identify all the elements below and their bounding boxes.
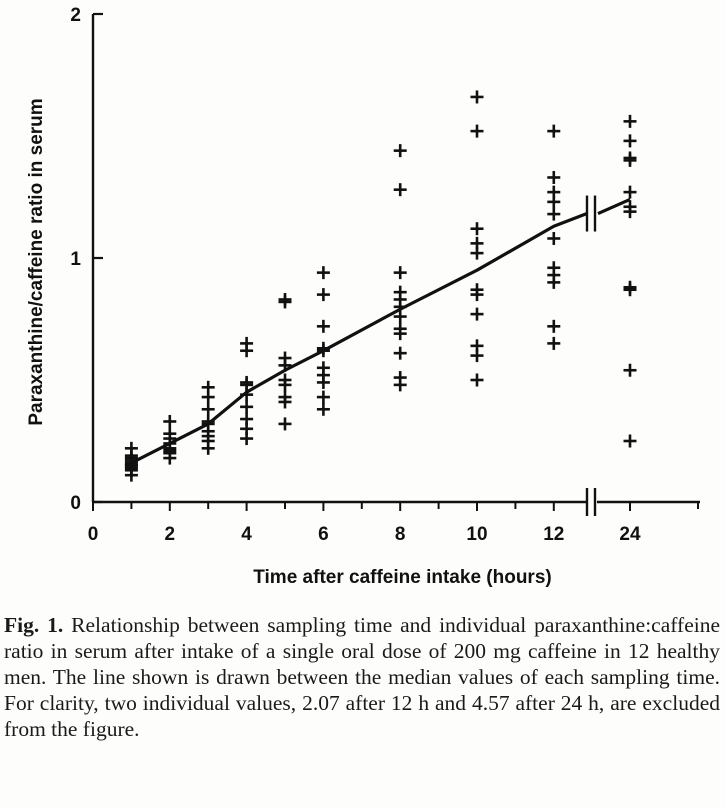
data-point <box>547 231 561 245</box>
y-tick-label: 1 <box>70 249 81 270</box>
data-point <box>163 414 177 428</box>
data-point <box>623 185 637 199</box>
data-point <box>393 310 407 324</box>
data-point <box>393 327 407 341</box>
data-point <box>470 90 484 104</box>
data-point <box>623 283 637 297</box>
chart-figure: 0 1 2 0 2 4 6 8 10 12 24 Time after caffeine intake… <box>26 5 700 588</box>
data-point <box>547 207 561 221</box>
data-point <box>623 434 637 448</box>
data-point <box>393 144 407 158</box>
median-line-segment <box>597 197 631 215</box>
data-point <box>316 344 330 358</box>
data-point <box>278 358 292 372</box>
data-point <box>240 432 254 446</box>
data-point <box>201 402 215 416</box>
data-point <box>278 295 292 309</box>
data-point <box>470 124 484 138</box>
data-point <box>240 400 254 414</box>
data-point <box>547 124 561 138</box>
data-point <box>240 388 254 402</box>
x-tick-label: 10 <box>466 524 487 545</box>
data-point <box>470 349 484 363</box>
data-point <box>278 378 292 392</box>
x-tick-label: 6 <box>318 524 329 545</box>
data-point <box>201 441 215 455</box>
y-axis-title: Paraxanthine/caffeine ratio in serum <box>26 98 47 425</box>
data-point <box>316 375 330 389</box>
x-tick-label: 8 <box>395 524 406 545</box>
figure-caption: Fig. 1. Relationship between sampling ti… <box>4 612 720 742</box>
data-point <box>547 319 561 333</box>
data-point <box>470 222 484 236</box>
data-point <box>393 266 407 280</box>
median-line <box>130 212 588 465</box>
data-point <box>623 205 637 219</box>
data-point <box>278 395 292 409</box>
data-point <box>623 134 637 148</box>
x-tick-label: 12 <box>543 524 564 545</box>
data-point <box>623 363 637 377</box>
data-point <box>470 373 484 387</box>
data-point <box>393 346 407 360</box>
data-point <box>470 307 484 321</box>
data-point <box>278 417 292 431</box>
data-point <box>623 114 637 128</box>
data-point <box>316 288 330 302</box>
y-tick-label: 0 <box>70 493 81 514</box>
data-point <box>393 378 407 392</box>
data-point <box>547 336 561 350</box>
data-point <box>393 183 407 197</box>
data-point <box>201 390 215 404</box>
data-point <box>124 468 138 482</box>
x-axis-title: Time after caffeine intake (hours) <box>253 567 551 588</box>
data-point <box>547 275 561 289</box>
x-tick-label: 24 <box>619 524 641 545</box>
y-tick-label: 2 <box>70 5 81 26</box>
x-tick-label: 2 <box>165 524 176 545</box>
caption-label: Fig. 1. <box>4 613 64 637</box>
data-point <box>316 390 330 404</box>
data-point <box>316 319 330 333</box>
data-point <box>163 451 177 465</box>
data-point <box>547 195 561 209</box>
data-point <box>316 266 330 280</box>
data-point <box>240 344 254 358</box>
data-point <box>470 246 484 260</box>
data-point <box>623 153 637 167</box>
caption-text: Relationship between sampling time and i… <box>4 613 720 741</box>
x-tick-label: 4 <box>241 524 252 545</box>
data-point <box>547 170 561 184</box>
data-point <box>316 402 330 416</box>
x-tick-label: 0 <box>88 524 99 545</box>
data-point <box>470 288 484 302</box>
